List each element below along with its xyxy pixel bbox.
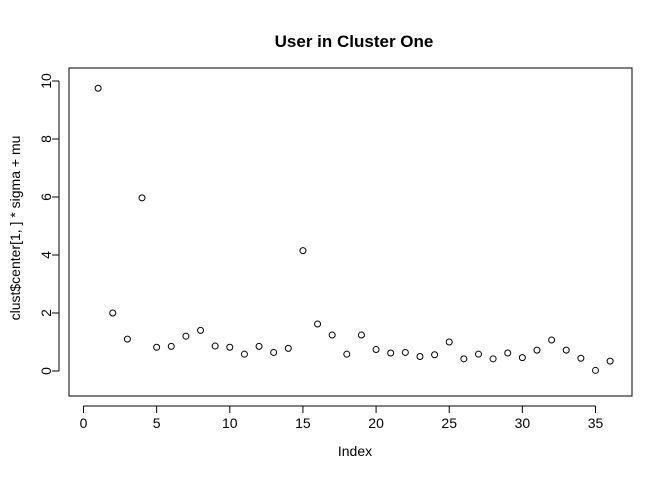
data-point: [255, 342, 263, 350]
x-tick-label: 15: [295, 415, 311, 431]
data-point: [270, 348, 278, 356]
data-point: [474, 350, 482, 358]
data-point: [123, 335, 131, 343]
data-point: [533, 346, 541, 354]
data-point: [562, 346, 570, 354]
x-tick-label: 10: [222, 415, 238, 431]
data-points: [94, 84, 614, 374]
data-point: [445, 338, 453, 346]
x-tick-label: 35: [588, 415, 604, 431]
data-point: [592, 366, 599, 374]
y-tick-label: 6: [38, 193, 54, 201]
data-point: [401, 348, 409, 356]
x-axis-label: Index: [338, 443, 372, 459]
data-point: [240, 350, 248, 358]
data-point: [284, 344, 292, 352]
data-point: [226, 343, 234, 351]
data-point: [504, 349, 512, 357]
data-point: [343, 350, 351, 358]
plot-area-frame: [68, 67, 633, 397]
y-tick-label: 0: [38, 367, 54, 375]
data-point: [182, 332, 190, 340]
data-point: [372, 346, 380, 354]
data-point: [211, 342, 219, 350]
y-tick-label: 4: [38, 251, 54, 259]
data-point: [577, 354, 585, 362]
y-axis-label: clust$center[1, ] * sigma + mu: [7, 136, 23, 321]
data-point: [489, 355, 497, 363]
data-point: [328, 331, 336, 339]
x-axis: 0 5 10 15 20 25 30 35: [80, 405, 604, 431]
data-point: [109, 309, 117, 317]
y-tick-label: 8: [38, 135, 54, 143]
data-point: [357, 331, 365, 339]
data-point: [299, 247, 307, 255]
data-point: [94, 84, 102, 92]
data-point: [197, 326, 205, 334]
data-point: [431, 351, 439, 359]
data-point: [153, 343, 161, 351]
data-point: [167, 342, 175, 350]
y-tick-label: 10: [38, 73, 54, 89]
data-point: [387, 349, 395, 357]
x-tick-label: 25: [441, 415, 457, 431]
data-point: [460, 355, 468, 363]
x-tick-label: 0: [80, 415, 88, 431]
y-axis: 0 2 4 6 8 10: [38, 73, 60, 375]
x-tick-label: 20: [368, 415, 384, 431]
y-tick-label: 2: [38, 309, 54, 317]
data-point: [548, 336, 556, 344]
x-tick-label: 5: [153, 415, 161, 431]
x-tick-label: 30: [515, 415, 531, 431]
data-point: [606, 357, 614, 365]
data-point: [416, 353, 424, 360]
data-point: [138, 194, 146, 202]
data-point: [518, 354, 526, 362]
data-point: [314, 320, 322, 328]
chart-title: User in Cluster One: [275, 32, 434, 51]
